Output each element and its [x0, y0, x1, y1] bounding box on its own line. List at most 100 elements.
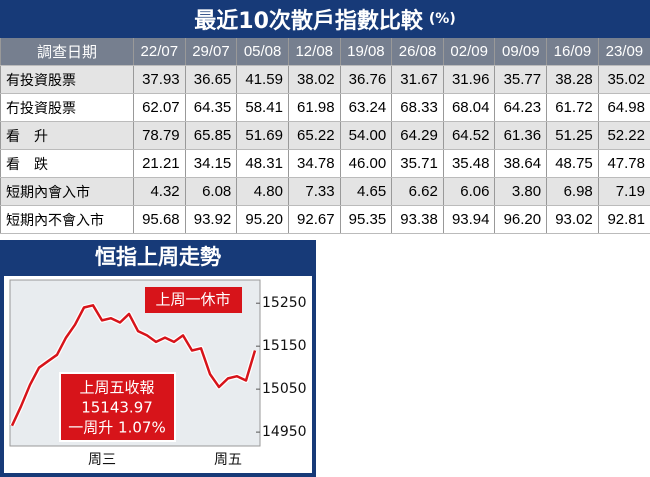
- annotation: 一周升 1.07%: [68, 419, 165, 437]
- value-cell: 34.78: [287, 149, 341, 178]
- value-cell: 31.96: [442, 65, 495, 94]
- table-row: 冇投資股票 62.07 64.35 58.41 61.98 63.24 68.33 68.04…: [0, 93, 650, 122]
- row-label: 冇投資股票: [0, 93, 134, 122]
- y-tick-label: 15050: [262, 381, 307, 397]
- value-cell: 34.15: [184, 149, 237, 178]
- value-cell: 64.29: [391, 121, 444, 150]
- value-cell: 78.79: [133, 121, 186, 150]
- value-cell: 64.98: [597, 93, 650, 122]
- value-cell: 21.21: [133, 149, 186, 178]
- value-cell: 38.64: [494, 149, 547, 178]
- value-cell: 52.22: [597, 121, 650, 150]
- value-cell: 46.00: [339, 149, 392, 178]
- table-row: 短期內不會入市 95.68 93.92 95.20 92.67 95.35 93.38 93.…: [0, 205, 650, 234]
- chart: 恒指上周走勢 14950 15050 15150 15250 周三 周五 上周一休市上周五收…: [0, 240, 316, 477]
- x-tick-label: 周三: [88, 452, 116, 468]
- table-title: 最近10次散戶指數比較 (%): [0, 0, 650, 38]
- value-cell: 6.06: [442, 177, 495, 206]
- value-cell: 65.22: [287, 121, 341, 150]
- value-cell: 95.68: [133, 205, 186, 234]
- value-cell: 36.76: [339, 65, 392, 94]
- annotation: 15143.97: [81, 399, 153, 417]
- value-cell: 48.31: [236, 149, 289, 178]
- header-cell: 19/08: [339, 38, 392, 66]
- value-cell: 61.98: [287, 93, 341, 122]
- header-cell: 26/08: [391, 38, 444, 66]
- value-cell: 58.41: [236, 93, 289, 122]
- table-row: 看 升 78.79 65.85 51.69 65.22 54.00 64.29 64.52 61…: [0, 121, 650, 150]
- value-cell: 36.65: [184, 65, 237, 94]
- value-cell: 92.67: [287, 205, 341, 234]
- table-row: 短期內會入市 4.32 6.08 4.80 7.33 4.65 6.62 6.06 3.80 6.…: [0, 177, 650, 206]
- value-cell: 64.52: [442, 121, 495, 150]
- x-tick-label: 周五: [214, 452, 242, 468]
- value-cell: 7.33: [287, 177, 341, 206]
- value-cell: 93.92: [184, 205, 237, 234]
- header-cell: 09/09: [494, 38, 547, 66]
- value-cell: 51.25: [546, 121, 599, 150]
- table-row: 有投資股票 37.93 36.65 41.59 38.02 36.76 31.67 31.96…: [0, 65, 650, 94]
- chart-title: 恒指上周走勢: [95, 245, 221, 269]
- value-cell: 65.85: [184, 121, 237, 150]
- value-cell: 54.00: [339, 121, 392, 150]
- row-label: 看 跌: [0, 149, 134, 178]
- value-cell: 37.93: [133, 65, 186, 94]
- table-row: 看 跌 21.21 34.15 48.31 34.78 46.00 35.71 35.48 38…: [0, 149, 650, 178]
- annotation: 上周五收報: [79, 379, 154, 397]
- row-label: 短期內會入市: [0, 177, 134, 206]
- value-cell: 64.23: [494, 93, 547, 122]
- value-cell: 4.80: [236, 177, 289, 206]
- value-cell: 4.32: [133, 177, 186, 206]
- value-cell: 92.81: [597, 205, 650, 234]
- row-label: 短期內不會入市: [0, 205, 134, 234]
- annotation-box: [59, 372, 176, 442]
- value-cell: 62.07: [133, 93, 186, 122]
- value-cell: 95.20: [236, 205, 289, 234]
- value-cell: 63.24: [339, 93, 392, 122]
- value-cell: 47.78: [597, 149, 650, 178]
- value-cell: 35.48: [442, 149, 495, 178]
- value-cell: 6.08: [184, 177, 237, 206]
- value-cell: 7.19: [597, 177, 650, 206]
- value-cell: 6.62: [391, 177, 444, 206]
- value-cell: 64.35: [184, 93, 237, 122]
- value-cell: 93.02: [546, 205, 599, 234]
- title-text: 最近10次散戶指數比較: [194, 9, 423, 34]
- row-label: 看 升: [0, 121, 134, 150]
- value-cell: 35.71: [391, 149, 444, 178]
- header-cell: 02/09: [442, 38, 495, 66]
- header-cell: 29/07: [184, 38, 237, 66]
- value-cell: 35.02: [597, 65, 650, 94]
- value-cell: 48.75: [546, 149, 599, 178]
- value-cell: 95.35: [339, 205, 392, 234]
- value-cell: 96.20: [494, 205, 547, 234]
- annotation: 上周一休市: [155, 291, 230, 309]
- value-cell: 51.69: [236, 121, 289, 150]
- value-cell: 38.02: [287, 65, 341, 94]
- line: [10, 304, 257, 427]
- value-cell: 4.65: [339, 177, 392, 206]
- header-cell: 調查日期: [0, 38, 134, 66]
- row-label: 有投資股票: [0, 65, 134, 94]
- header-cell: 16/09: [546, 38, 599, 66]
- value-cell: 93.94: [442, 205, 495, 234]
- value-cell: 41.59: [236, 65, 289, 94]
- value-cell: 68.04: [442, 93, 495, 122]
- table: 調查日期 22/07 29/07 05/08 12/08 19/08 26/08 02/09 0…: [0, 38, 650, 234]
- value-cell: 93.38: [391, 205, 444, 234]
- header-cell: 05/08: [236, 38, 289, 66]
- value-cell: 3.80: [494, 177, 547, 206]
- header-cell: 23/09: [597, 38, 650, 66]
- unit: (%): [428, 11, 456, 27]
- header-cell: 12/08: [287, 38, 341, 66]
- value-cell: 6.98: [546, 177, 599, 206]
- header-cell: 22/07: [133, 38, 186, 66]
- value-cell: 68.33: [391, 93, 444, 122]
- value-cell: 31.67: [391, 65, 444, 94]
- header-row: 調查日期 22/07 29/07 05/08 12/08 19/08 26/08 02/09 0…: [0, 38, 650, 66]
- value-cell: 35.77: [494, 65, 547, 94]
- y-tick-label: 14950: [262, 424, 307, 440]
- value-cell: 61.36: [494, 121, 547, 150]
- value-cell: 38.28: [546, 65, 599, 94]
